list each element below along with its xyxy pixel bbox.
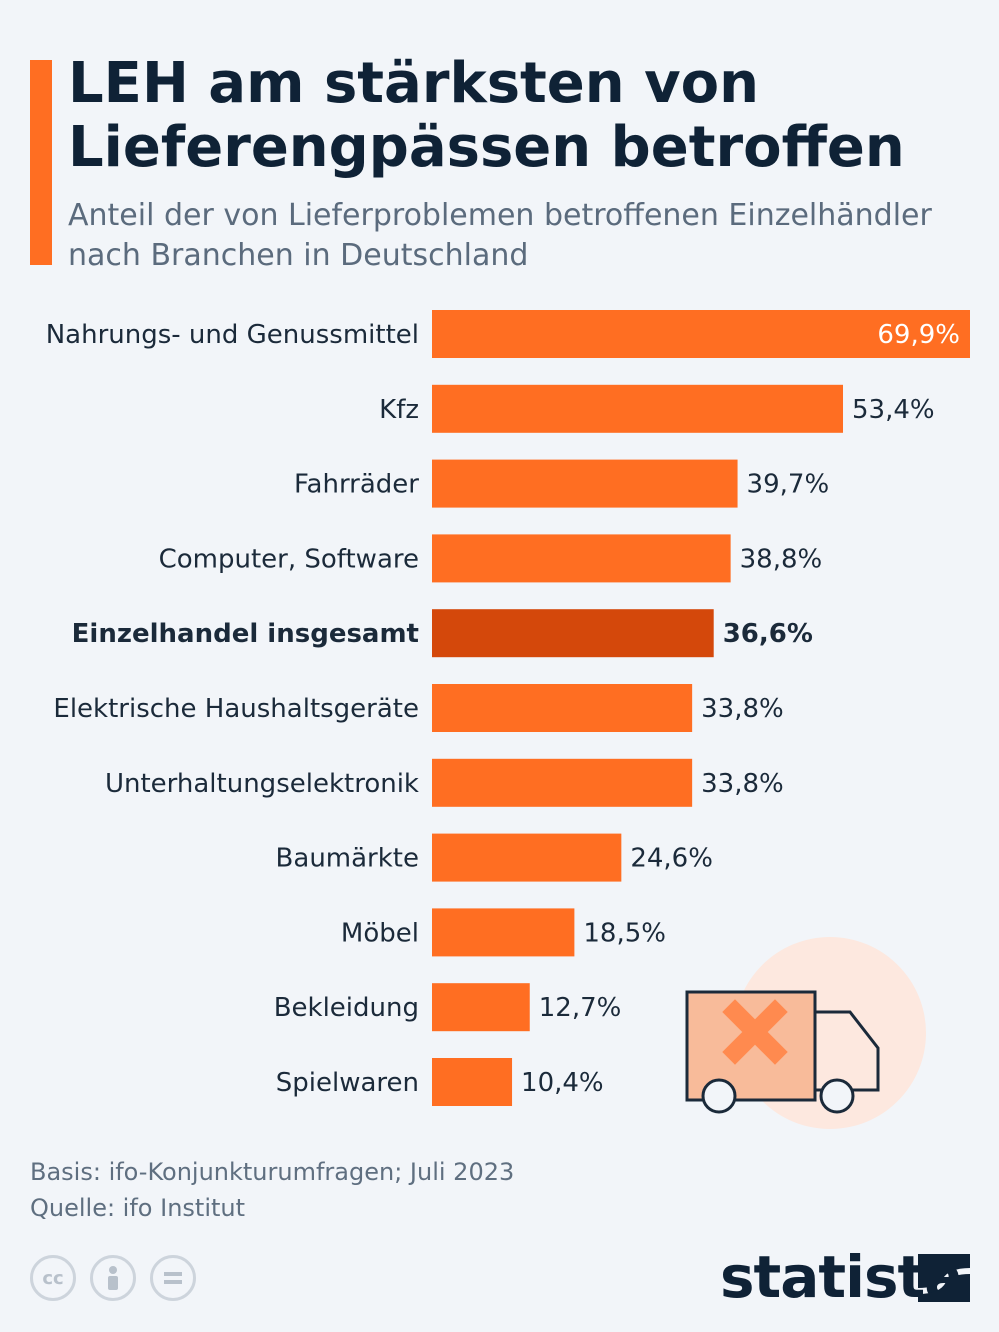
bar-chart: Nahrungs- und Genussmittel 69,9% Kfz 53,4% F…	[46, 310, 970, 1106]
bar	[432, 983, 530, 1032]
value-label: 33,8%	[701, 769, 784, 799]
bar	[432, 833, 622, 882]
category-label: Unterhaltungselektronik	[105, 769, 419, 799]
value-label: 24,6%	[630, 844, 713, 874]
bar	[432, 908, 575, 957]
category-label: Computer, Software	[159, 544, 419, 574]
truck-icon	[685, 937, 926, 1129]
value-label: 33,8%	[701, 694, 784, 724]
value-label: 69,9%	[877, 320, 960, 350]
value-label: 36,6%	[723, 619, 813, 649]
value-label: 53,4%	[852, 395, 935, 425]
value-label: 39,7%	[747, 470, 830, 500]
value-label: 10,4%	[521, 1068, 604, 1098]
bar	[432, 1058, 513, 1106]
cc-icon[interactable]: cc	[30, 1255, 76, 1301]
footer-source: Quelle: ifo Institut	[30, 1194, 246, 1222]
bar	[432, 534, 731, 583]
value-label: 18,5%	[583, 918, 666, 948]
chart-subtitle: Anteil der von Lieferproblemen betroffen…	[68, 198, 932, 273]
bar	[432, 684, 693, 732]
category-label: Nahrungs- und Genussmittel	[46, 320, 419, 350]
bar	[432, 310, 970, 358]
bar	[432, 758, 693, 807]
bar	[432, 384, 844, 433]
category-label: Baumärkte	[276, 844, 419, 874]
no-derivatives-icon[interactable]	[150, 1255, 196, 1301]
attribution-icon[interactable]	[90, 1255, 136, 1301]
category-label: Spielwaren	[276, 1068, 419, 1098]
statista-logo-icon[interactable]	[918, 1254, 970, 1302]
chart-title: LEH am stärksten von Lieferengpässen bet…	[68, 51, 905, 180]
value-label: 38,8%	[740, 544, 823, 574]
footer-basis: Basis: ifo-Konjunkturumfragen; Juli 2023	[30, 1158, 515, 1186]
bar	[432, 459, 738, 508]
category-label: Elektrische Haushaltsgeräte	[53, 694, 419, 724]
category-label: Kfz	[379, 395, 419, 425]
category-label: Fahrräder	[294, 470, 419, 500]
category-label: Bekleidung	[274, 993, 419, 1023]
category-label: Möbel	[341, 918, 419, 948]
title-accent-bar	[30, 60, 52, 265]
value-label: 12,7%	[539, 993, 622, 1023]
category-label: Einzelhandel insgesamt	[72, 619, 419, 649]
bar	[432, 609, 714, 658]
